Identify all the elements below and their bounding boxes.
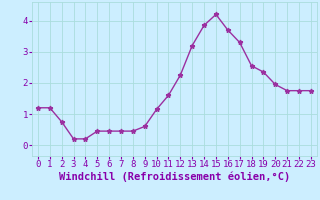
X-axis label: Windchill (Refroidissement éolien,°C): Windchill (Refroidissement éolien,°C) (59, 172, 290, 182)
